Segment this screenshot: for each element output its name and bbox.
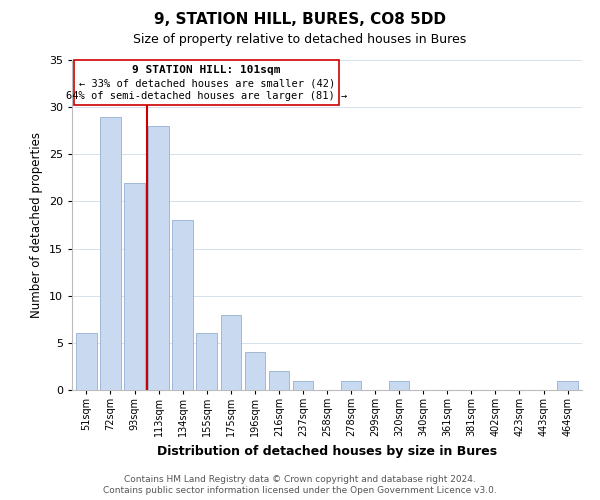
- Text: 9 STATION HILL: 101sqm: 9 STATION HILL: 101sqm: [133, 66, 281, 76]
- Bar: [196, 334, 217, 390]
- Bar: [245, 352, 265, 390]
- FancyBboxPatch shape: [74, 60, 339, 106]
- Text: 64% of semi-detached houses are larger (81) →: 64% of semi-detached houses are larger (…: [66, 91, 347, 101]
- Bar: [172, 220, 193, 390]
- Text: ← 33% of detached houses are smaller (42): ← 33% of detached houses are smaller (42…: [79, 78, 335, 88]
- Bar: [557, 380, 578, 390]
- Bar: [124, 182, 145, 390]
- Bar: [389, 380, 409, 390]
- Bar: [148, 126, 169, 390]
- X-axis label: Distribution of detached houses by size in Bures: Distribution of detached houses by size …: [157, 444, 497, 458]
- Y-axis label: Number of detached properties: Number of detached properties: [30, 132, 43, 318]
- Text: Contains HM Land Registry data © Crown copyright and database right 2024.: Contains HM Land Registry data © Crown c…: [124, 475, 476, 484]
- Bar: [341, 380, 361, 390]
- Text: 9, STATION HILL, BURES, CO8 5DD: 9, STATION HILL, BURES, CO8 5DD: [154, 12, 446, 28]
- Text: Contains public sector information licensed under the Open Government Licence v3: Contains public sector information licen…: [103, 486, 497, 495]
- Bar: [76, 334, 97, 390]
- Bar: [100, 116, 121, 390]
- Bar: [293, 380, 313, 390]
- Bar: [221, 314, 241, 390]
- Text: Size of property relative to detached houses in Bures: Size of property relative to detached ho…: [133, 32, 467, 46]
- Bar: [269, 371, 289, 390]
